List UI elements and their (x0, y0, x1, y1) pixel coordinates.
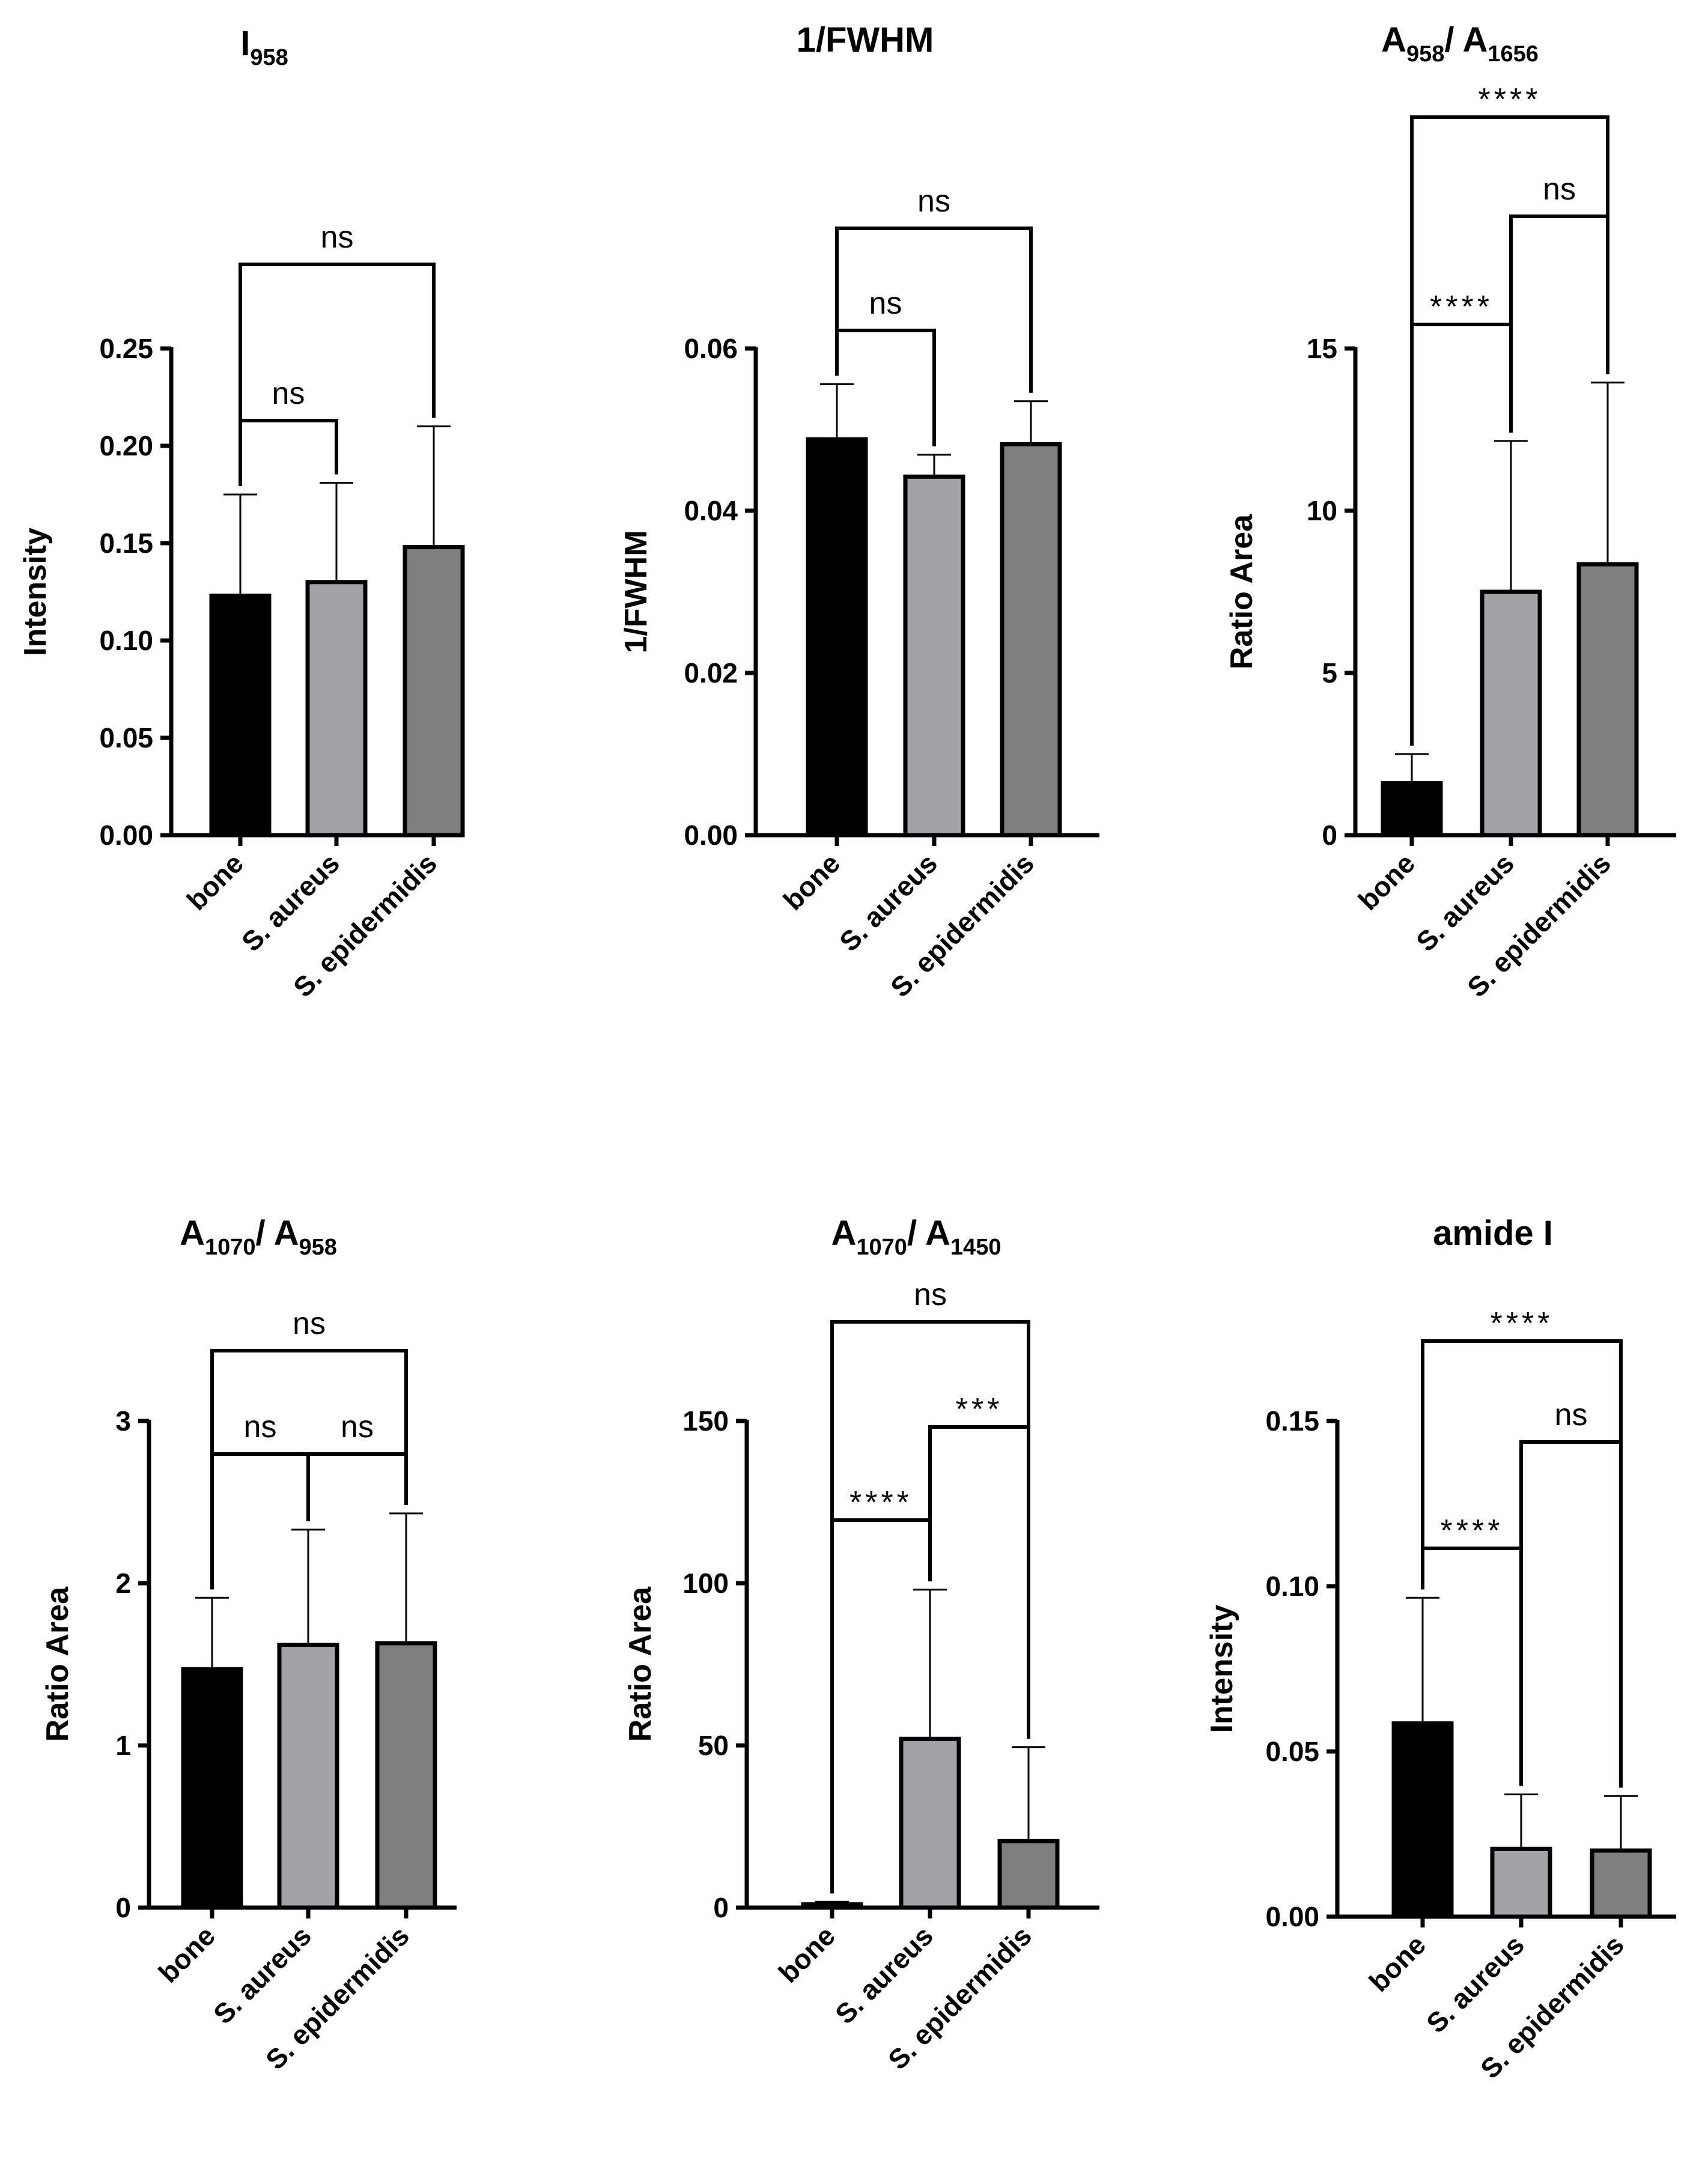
chart-title: A1070/ A958 (180, 1214, 337, 1260)
significance-label: **** (1441, 1514, 1504, 1548)
chart-title-subscript: 1070 (856, 1235, 907, 1260)
significance-label: **** (1491, 1306, 1554, 1341)
y-tick-label: 15 (1307, 333, 1337, 364)
significance-label: ns (321, 220, 354, 255)
chart-title-separator: / A (1444, 20, 1488, 59)
y-axis-label: Ratio Area (1224, 514, 1259, 669)
y-tick-label: 0.15 (1265, 1405, 1319, 1437)
chart-title: A958/ A1656 (1381, 20, 1539, 67)
bar-bone (806, 437, 868, 838)
chart-title-subscript: 1070 (205, 1235, 256, 1260)
significance-label: ns (917, 184, 950, 219)
chart-title-main: 1/FWHM (797, 20, 934, 59)
chart-title-subscript-2: 958 (299, 1235, 337, 1260)
y-tick-label: 0.10 (1265, 1571, 1319, 1602)
y-tick-label: 0.06 (684, 333, 738, 364)
chart-title: I958 (240, 24, 288, 70)
significance-label: ns (914, 1277, 947, 1312)
chart-title-main: A (180, 1214, 205, 1253)
significance-label: **** (1479, 82, 1542, 117)
y-tick-label: 5 (1322, 657, 1337, 689)
y-axis-label: Intensity (18, 528, 53, 656)
bar-s-epidermidis (997, 1839, 1060, 1910)
y-tick-label: 0 (1322, 820, 1337, 851)
y-tick-label: 0.02 (684, 657, 738, 689)
significance-bracket (830, 1320, 1030, 1894)
bar-s-epidermidis (403, 544, 465, 838)
bar-s-epidermidis (1590, 1848, 1652, 1919)
significance-label: **** (1430, 290, 1493, 324)
bar-s-aureus (1480, 589, 1542, 838)
significance-label: ns (1555, 1398, 1588, 1432)
y-tick-label: 0.00 (99, 820, 153, 851)
y-tick-label: 3 (115, 1405, 131, 1437)
y-tick-label: 0.05 (99, 722, 153, 753)
y-tick-label: 1 (115, 1730, 131, 1761)
y-tick-label: 0.15 (99, 528, 153, 559)
chart-title-subscript-2: 1450 (950, 1235, 1001, 1260)
y-tick-label: 100 (682, 1568, 729, 1599)
bar-s-aureus (899, 1736, 961, 1910)
chart-title-subscript-2: 1656 (1488, 41, 1539, 67)
y-tick-label: 10 (1307, 495, 1337, 526)
bar-s-aureus (277, 1643, 339, 1910)
significance-label: ns (293, 1306, 326, 1341)
bar-bone (801, 1902, 863, 1910)
y-tick-label: 2 (115, 1568, 131, 1599)
chart-title-subscript: 958 (250, 45, 288, 70)
significance-label: ns (244, 1410, 277, 1444)
bar-s-epidermidis (1576, 562, 1639, 838)
significance-bracket (239, 263, 436, 486)
chart-title: 1/FWHM (797, 20, 934, 59)
bar-s-epidermidis (1000, 442, 1062, 838)
y-axis-label: Ratio Area (623, 1586, 658, 1742)
bar-bone (181, 1667, 243, 1910)
y-tick-label: 0.05 (1265, 1736, 1319, 1767)
chart-title-main: amide I (1433, 1214, 1553, 1253)
significance-label: ns (272, 376, 305, 411)
bar-bone (209, 593, 272, 838)
significance-label: **** (849, 1485, 913, 1520)
y-tick-label: 0 (115, 1892, 131, 1923)
chart-title-separator: / A (907, 1214, 950, 1253)
significance-label: ns (341, 1410, 374, 1444)
chart-title-main: A (1381, 20, 1406, 59)
bar-s-aureus (305, 580, 368, 838)
chart-title-main: A (831, 1214, 857, 1253)
chart-title-main: I (240, 24, 250, 63)
y-tick-label: 0.00 (684, 820, 738, 851)
y-tick-label: 0.00 (1265, 1901, 1319, 1932)
chart-title-separator: / A (256, 1214, 299, 1253)
y-tick-label: 0.20 (99, 430, 153, 461)
y-axis-label: 1/FWHM (619, 530, 654, 653)
chart-title: amide I (1433, 1214, 1553, 1253)
chart-title-subscript: 958 (1406, 41, 1444, 67)
y-tick-label: 0.04 (684, 495, 738, 526)
bar-s-aureus (1490, 1846, 1552, 1919)
significance-label: ns (1543, 172, 1576, 207)
y-tick-label: 50 (698, 1730, 729, 1761)
y-axis-label: Intensity (1205, 1605, 1239, 1733)
chart-title: A1070/ A1450 (831, 1214, 1001, 1260)
y-axis-label: Ratio Area (40, 1586, 75, 1742)
bar-s-aureus (903, 474, 965, 838)
significance-bracket (835, 227, 1033, 393)
y-tick-label: 0.10 (99, 625, 153, 656)
y-tick-label: 150 (682, 1405, 729, 1437)
significance-bracket (210, 1349, 408, 1590)
y-tick-label: 0.25 (99, 333, 153, 364)
significance-bracket (1410, 115, 1609, 746)
significance-label: *** (956, 1392, 1003, 1427)
y-tick-label: 0 (713, 1892, 729, 1923)
bar-bone (1391, 1721, 1454, 1919)
significance-bracket (1421, 1339, 1623, 1788)
bar-bone (1381, 781, 1443, 838)
significance-label: ns (869, 286, 902, 321)
bar-s-epidermidis (375, 1641, 437, 1910)
